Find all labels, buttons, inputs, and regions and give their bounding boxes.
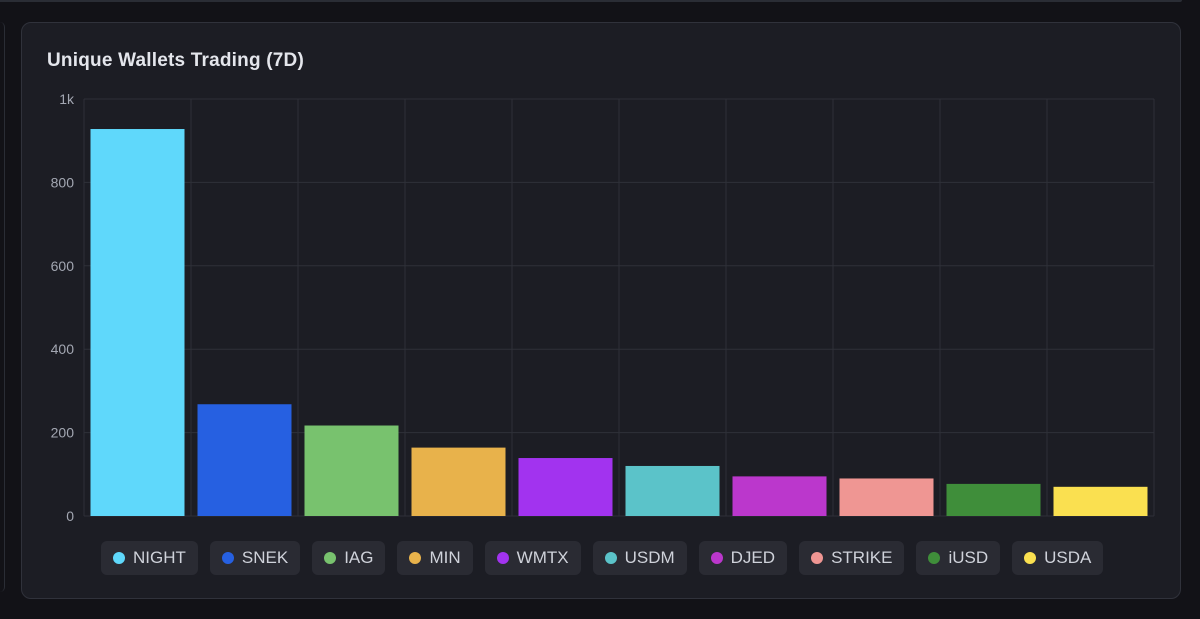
legend-label: USDM <box>624 548 675 567</box>
bar-chart: 0 200 400 600 800 1k <box>51 91 1155 524</box>
legend-item-min[interactable]: MIN <box>397 541 473 575</box>
legend-item-djed[interactable]: DJED <box>698 541 788 575</box>
bar-iag <box>304 425 399 516</box>
legend-label: USDA <box>1044 548 1092 567</box>
legend-item-usda[interactable]: USDA <box>1012 541 1104 575</box>
y-tick-label: 800 <box>51 174 75 190</box>
legend-swatch <box>604 552 617 564</box>
legend-swatch <box>496 552 509 564</box>
legend-label: WMTX <box>516 548 569 567</box>
bar-wmtx <box>518 458 613 516</box>
y-tick-label: 200 <box>51 425 75 441</box>
legend-label: STRIKE <box>831 548 893 567</box>
legend-swatch <box>811 552 824 564</box>
legend-swatch <box>113 552 125 564</box>
legend-item-night[interactable]: NIGHT <box>101 541 198 575</box>
bar-djed <box>732 476 827 516</box>
legend-item-strike[interactable]: STRIKE <box>799 541 905 575</box>
chart-legend: NIGHT SNEK IAG MIN WMTX USDM DJED STRIKE iUSD USD… <box>101 541 1104 575</box>
bar-min <box>411 447 506 516</box>
legend-item-snek[interactable]: SNEK <box>209 541 301 575</box>
y-tick-label: 400 <box>51 341 75 357</box>
left-panel-edge <box>0 22 5 592</box>
chart-title: Unique Wallets Trading (7D) <box>47 50 304 71</box>
legend-label: MIN <box>429 548 461 567</box>
legend-item-iusd[interactable]: iUSD <box>916 541 1001 575</box>
bar-snek <box>197 404 292 516</box>
bar-night <box>90 129 185 517</box>
chart-card: Unique Wallets Trading (7D) 0 200 400 600 80… <box>21 22 1181 599</box>
bar-usdm <box>625 465 720 516</box>
legend-label: iUSD <box>948 548 989 567</box>
legend-swatch <box>710 552 723 564</box>
legend-item-usdm[interactable]: USDM <box>592 541 687 575</box>
legend-item-wmtx[interactable]: WMTX <box>484 541 581 575</box>
legend-label: NIGHT <box>133 548 186 567</box>
legend-label: DJED <box>730 548 776 567</box>
bar-iusd <box>946 483 1041 516</box>
legend-label: IAG <box>344 548 374 567</box>
legend-swatch <box>928 552 941 564</box>
bar-strike <box>839 478 934 516</box>
legend-swatch <box>409 552 422 564</box>
y-tick-label: 600 <box>51 258 75 274</box>
legend-label: SNEK <box>241 548 289 567</box>
legend-swatch <box>324 552 337 564</box>
y-tick-label: 1k <box>59 91 75 107</box>
top-panel-edge <box>0 0 1200 4</box>
legend-swatch <box>1024 552 1037 564</box>
legend-swatch <box>221 552 234 564</box>
bar-usda <box>1053 486 1148 516</box>
legend-item-iag[interactable]: IAG <box>312 541 386 575</box>
y-tick-label: 0 <box>66 508 74 524</box>
